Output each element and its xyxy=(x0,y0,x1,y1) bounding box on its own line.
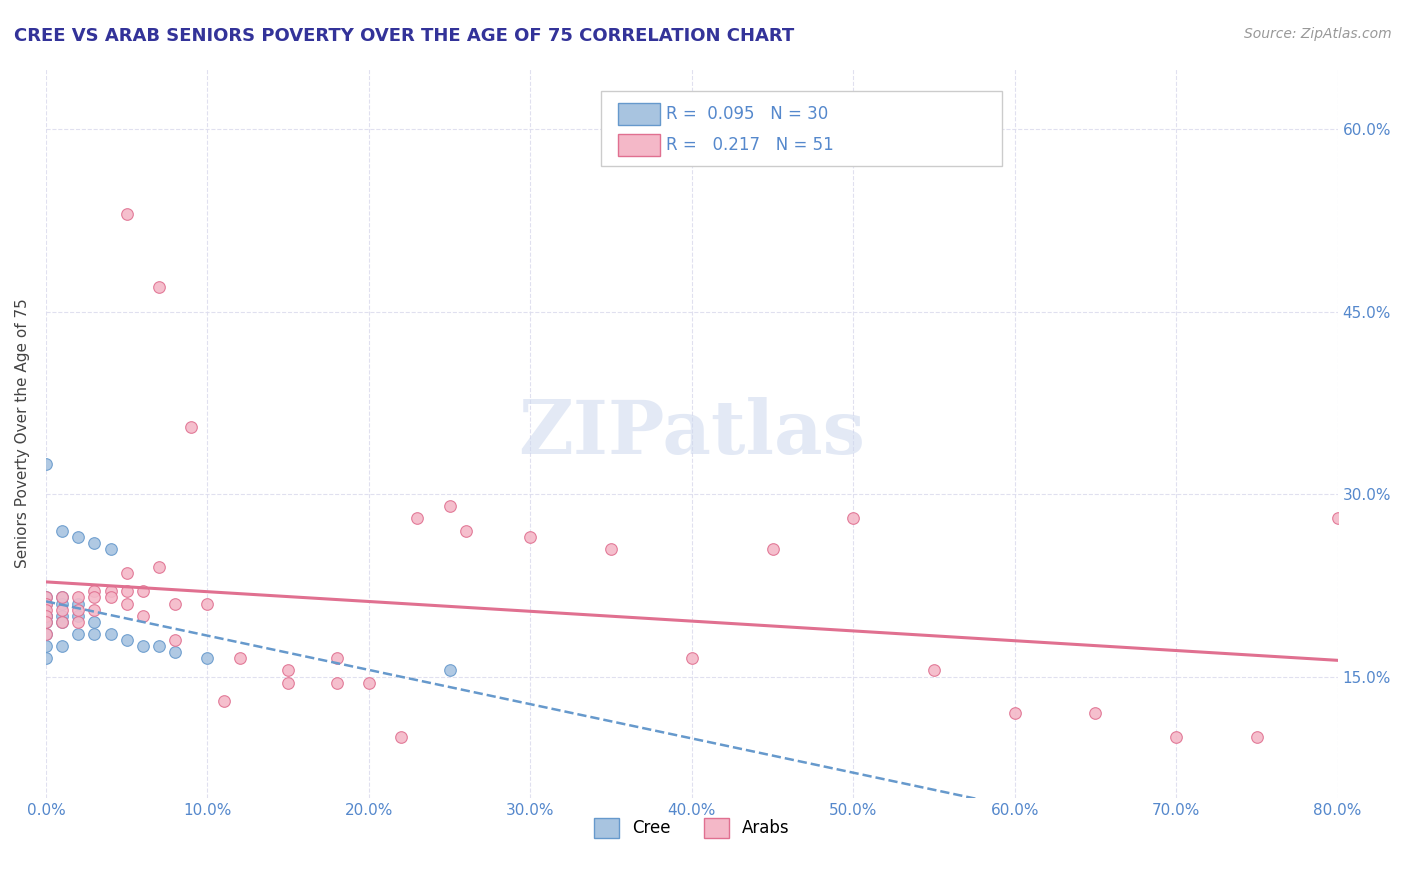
Point xyxy=(132,584,155,599)
Point xyxy=(51,615,73,629)
Legend: Cree, Arabs: Cree, Arabs xyxy=(588,811,797,845)
Point xyxy=(67,602,90,616)
Point xyxy=(389,731,412,745)
Point xyxy=(35,615,58,629)
Text: Source: ZipAtlas.com: Source: ZipAtlas.com xyxy=(1244,27,1392,41)
Point xyxy=(67,627,90,641)
Point xyxy=(454,524,477,538)
Y-axis label: Seniors Poverty Over the Age of 75: Seniors Poverty Over the Age of 75 xyxy=(15,299,30,568)
Point xyxy=(51,608,73,623)
Point xyxy=(100,584,122,599)
Point xyxy=(35,615,58,629)
Point xyxy=(83,615,105,629)
Point xyxy=(83,584,105,599)
Point xyxy=(35,651,58,665)
Point xyxy=(600,541,623,556)
Point xyxy=(212,694,235,708)
Point xyxy=(51,602,73,616)
Text: ZIPatlas: ZIPatlas xyxy=(519,397,865,470)
Point xyxy=(35,608,58,623)
Point xyxy=(1166,731,1188,745)
Point xyxy=(165,597,187,611)
Point xyxy=(197,651,219,665)
Point xyxy=(132,639,155,653)
Point xyxy=(148,280,170,294)
Point xyxy=(1246,731,1268,745)
Text: R =  0.095   N = 30: R = 0.095 N = 30 xyxy=(666,104,828,123)
Point xyxy=(35,639,58,653)
Point xyxy=(67,608,90,623)
Point xyxy=(51,597,73,611)
Point xyxy=(148,639,170,653)
Point xyxy=(439,664,461,678)
Point xyxy=(51,639,73,653)
Point xyxy=(35,627,58,641)
Point xyxy=(100,627,122,641)
Point xyxy=(67,597,90,611)
Point xyxy=(35,591,58,605)
Point xyxy=(51,615,73,629)
Point xyxy=(115,566,138,581)
Point xyxy=(681,651,703,665)
Point xyxy=(83,602,105,616)
Point xyxy=(277,675,299,690)
Point xyxy=(35,602,58,616)
Point xyxy=(325,651,347,665)
Point xyxy=(519,530,541,544)
FancyBboxPatch shape xyxy=(619,134,659,156)
Point xyxy=(439,500,461,514)
Point xyxy=(197,597,219,611)
Point xyxy=(51,591,73,605)
Point xyxy=(922,664,945,678)
Point xyxy=(67,591,90,605)
Point xyxy=(115,584,138,599)
Point xyxy=(115,207,138,221)
FancyBboxPatch shape xyxy=(619,103,659,125)
Point xyxy=(761,541,783,556)
Point xyxy=(35,457,58,471)
Point xyxy=(357,675,380,690)
Point xyxy=(67,530,90,544)
Point xyxy=(406,511,429,525)
Point xyxy=(83,591,105,605)
Point xyxy=(83,535,105,549)
Point xyxy=(35,608,58,623)
Point xyxy=(51,591,73,605)
Point xyxy=(100,541,122,556)
Point xyxy=(325,675,347,690)
Point xyxy=(67,615,90,629)
Point xyxy=(35,608,58,623)
Point xyxy=(165,633,187,648)
Point xyxy=(1326,511,1348,525)
Text: R =   0.217   N = 51: R = 0.217 N = 51 xyxy=(666,136,834,154)
Point xyxy=(115,633,138,648)
Point xyxy=(35,597,58,611)
Text: CREE VS ARAB SENIORS POVERTY OVER THE AGE OF 75 CORRELATION CHART: CREE VS ARAB SENIORS POVERTY OVER THE AG… xyxy=(14,27,794,45)
Point xyxy=(83,627,105,641)
FancyBboxPatch shape xyxy=(602,91,1002,166)
Point xyxy=(35,597,58,611)
Point xyxy=(842,511,865,525)
Point xyxy=(100,591,122,605)
Point xyxy=(148,560,170,574)
Point xyxy=(51,524,73,538)
Point xyxy=(132,608,155,623)
Point xyxy=(228,651,250,665)
Point xyxy=(180,420,202,434)
Point xyxy=(1084,706,1107,720)
Point xyxy=(35,591,58,605)
Point xyxy=(1004,706,1026,720)
Point xyxy=(35,627,58,641)
Point xyxy=(277,664,299,678)
Point xyxy=(115,597,138,611)
Point xyxy=(165,645,187,659)
